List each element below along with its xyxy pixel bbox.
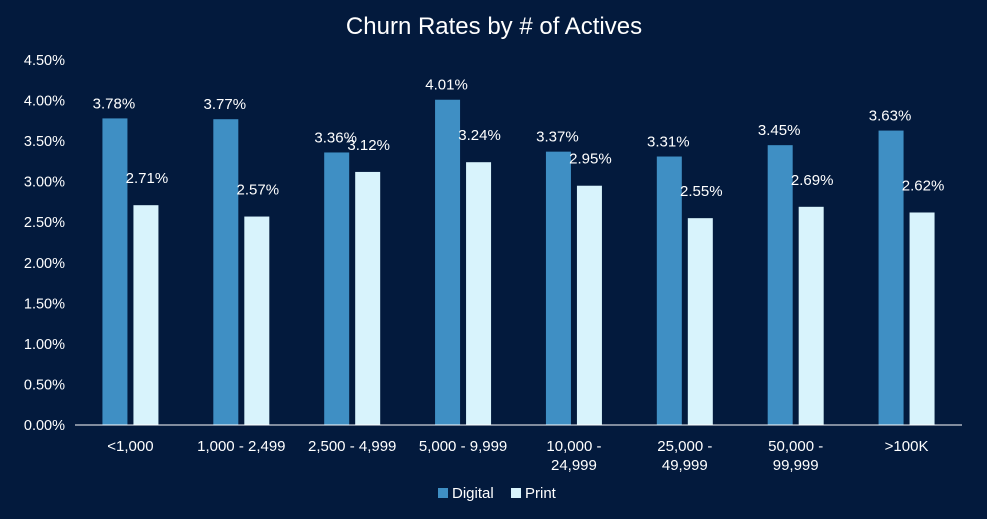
y-tick-label: 2.00% bbox=[24, 256, 65, 272]
data-label-print: 2.62% bbox=[902, 177, 945, 194]
y-tick-label: 0.50% bbox=[24, 377, 65, 393]
legend-swatch-digital bbox=[438, 488, 448, 498]
data-label-print: 2.57% bbox=[237, 182, 280, 199]
legend-label-digital: Digital bbox=[452, 485, 494, 502]
bar-digital bbox=[656, 156, 682, 425]
y-tick-label: 3.00% bbox=[24, 175, 65, 191]
bar-digital bbox=[878, 130, 904, 426]
x-tick-label: 50,000 - bbox=[768, 438, 823, 455]
x-tick-label: <1,000 bbox=[107, 438, 153, 455]
y-tick-label: 2.50% bbox=[24, 215, 65, 231]
bar-digital bbox=[102, 118, 128, 426]
bar-print bbox=[133, 205, 159, 425]
data-label-digital: 4.01% bbox=[425, 77, 468, 94]
x-tick-label: 49,999 bbox=[662, 457, 708, 474]
bar-print bbox=[687, 218, 713, 425]
bar-digital bbox=[767, 145, 793, 425]
bar-print bbox=[244, 216, 270, 425]
data-label-digital: 3.45% bbox=[758, 122, 801, 139]
chart-title: Churn Rates by # of Actives bbox=[346, 13, 642, 40]
legend-swatch-print bbox=[511, 488, 521, 498]
bar-digital bbox=[435, 99, 461, 425]
x-tick-label: 24,999 bbox=[551, 457, 597, 474]
data-label-digital: 3.63% bbox=[869, 108, 912, 125]
x-tick-label: 1,000 - 2,499 bbox=[197, 438, 285, 455]
data-label-digital: 3.78% bbox=[93, 95, 136, 112]
data-label-digital: 3.77% bbox=[204, 96, 247, 113]
bar-print bbox=[466, 162, 492, 425]
legend-label-print: Print bbox=[525, 485, 557, 502]
x-tick-label: 10,000 - bbox=[546, 438, 601, 455]
data-label-print: 2.55% bbox=[680, 183, 723, 200]
y-tick-label: 0.00% bbox=[24, 418, 65, 434]
y-tick-label: 4.50% bbox=[24, 53, 65, 69]
y-tick-label: 1.50% bbox=[24, 296, 65, 312]
bar-digital bbox=[324, 152, 350, 425]
y-tick-label: 4.00% bbox=[24, 94, 65, 110]
x-tick-label: 25,000 - bbox=[657, 438, 712, 455]
x-tick-label: 99,999 bbox=[773, 457, 819, 474]
data-label-digital: 3.37% bbox=[536, 129, 579, 146]
data-label-digital: 3.36% bbox=[314, 129, 357, 146]
x-tick-label: 2,500 - 4,999 bbox=[308, 438, 396, 455]
x-tick-label: >100K bbox=[885, 438, 929, 455]
bar-print bbox=[909, 212, 935, 425]
bar-digital bbox=[213, 119, 239, 425]
bar-print bbox=[798, 206, 824, 425]
data-label-print: 2.95% bbox=[569, 151, 612, 168]
data-label-print: 2.69% bbox=[791, 172, 834, 189]
y-tick-label: 3.50% bbox=[24, 134, 65, 150]
data-label-print: 2.71% bbox=[126, 170, 169, 187]
bar-print bbox=[576, 185, 602, 425]
x-tick-label: 5,000 - 9,999 bbox=[419, 438, 507, 455]
data-label-digital: 3.31% bbox=[647, 134, 690, 151]
bar-digital bbox=[545, 151, 571, 425]
bar-print bbox=[355, 171, 381, 425]
data-label-print: 3.12% bbox=[347, 137, 390, 154]
data-label-print: 3.24% bbox=[458, 127, 501, 144]
y-tick-label: 1.00% bbox=[24, 337, 65, 353]
